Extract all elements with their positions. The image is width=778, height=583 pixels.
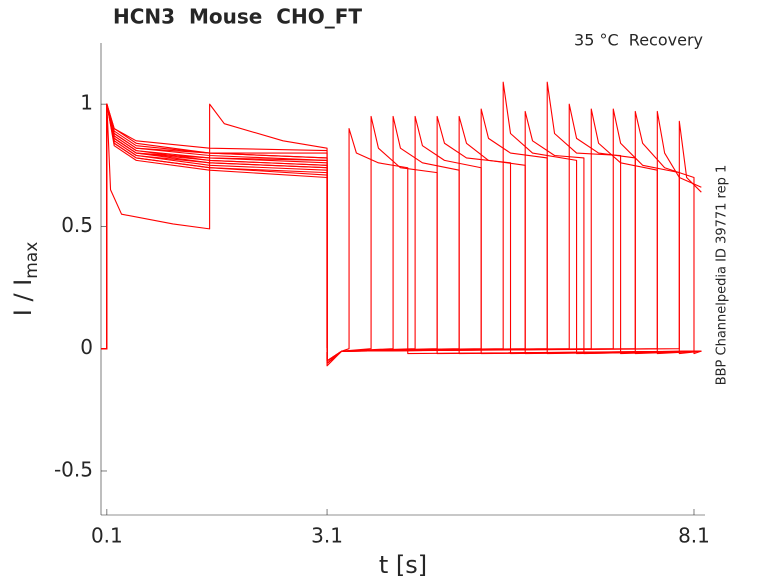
trace (101, 103, 702, 364)
y-tick-label: -0.5 (54, 457, 93, 481)
trace (101, 103, 702, 362)
x-tick-label: 8.1 (678, 524, 710, 548)
trace (101, 81, 702, 364)
trace (101, 81, 702, 364)
plot-area: -0.5 0 0.5 1 0.1 3.1 8.1 (54, 43, 710, 548)
trace (101, 103, 702, 362)
y-axis-label-sub: max (22, 242, 42, 279)
x-tick-label: 0.1 (91, 524, 123, 548)
trace (101, 103, 702, 367)
side-label: BBP Channelpedia ID 39771 rep 1 (715, 165, 730, 386)
y-tick-label: 0 (80, 335, 93, 359)
y-axis-label: I / Imax (9, 242, 42, 317)
x-axis-label: t [s] (379, 551, 427, 579)
trace (101, 103, 702, 364)
y-tick-label: 0.5 (61, 213, 93, 237)
trace (101, 103, 702, 362)
trace (101, 103, 702, 362)
y-axis-label-text: I / I (9, 279, 37, 317)
annotation: 35 °C Recovery (574, 31, 703, 50)
chart-title: HCN3 Mouse CHO_FT (113, 5, 362, 29)
trace (101, 103, 702, 364)
y-tick-label: 1 (80, 91, 93, 115)
trace (101, 103, 702, 362)
trace (101, 103, 702, 364)
x-tick-label: 3.1 (311, 524, 343, 548)
trace (101, 103, 702, 364)
trace (101, 103, 702, 362)
trace (101, 103, 702, 362)
trace (101, 103, 702, 362)
